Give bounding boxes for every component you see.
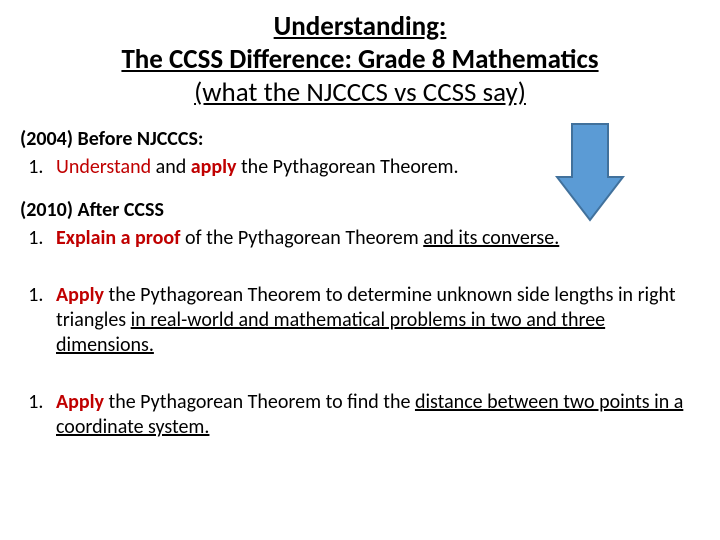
after-item-3-mid: the Pythagorean Theorem to find the (109, 390, 415, 414)
after-item-1-u: and its converse. (423, 226, 559, 250)
before-item-1-rest: the Pythagorean Theorem. (241, 155, 459, 179)
after-item-3-bold: Apply (56, 390, 109, 414)
slide-content: Understanding: The CCSS Difference: Grad… (0, 0, 720, 478)
after-item-1: Explain a proof of the Pythagorean Theor… (48, 226, 700, 251)
title-line-1: Understanding: (20, 10, 700, 43)
after-item-1-bold: Explain a proof (56, 226, 185, 250)
after-item-2: Apply the Pythagorean Theorem to determi… (48, 283, 700, 358)
title-line-3: (what the NJCCCS vs CCSS say) (20, 76, 700, 109)
after-list-2: Apply the Pythagorean Theorem to determi… (20, 283, 700, 358)
after-item-3: Apply the Pythagorean Theorem to find th… (48, 390, 700, 440)
down-arrow-shape (557, 124, 623, 220)
after-list-1: Explain a proof of the Pythagorean Theor… (20, 226, 700, 251)
after-item-2-bold: Apply (56, 283, 109, 307)
spacer-2 (20, 376, 700, 390)
before-item-1-and: and (156, 155, 191, 179)
title-line-2: The CCSS Difference: Grade 8 Mathematics (20, 43, 700, 76)
before-item-1-understand: Understand (56, 155, 156, 179)
down-arrow-icon (555, 122, 625, 222)
spacer-1 (20, 269, 700, 283)
after-item-2-u: in real-world and mathematical problems … (56, 308, 605, 357)
before-item-1-apply: apply (191, 155, 241, 179)
after-item-1-mid: of the Pythagorean Theorem (185, 226, 423, 250)
after-list-3: Apply the Pythagorean Theorem to find th… (20, 390, 700, 440)
title-block: Understanding: The CCSS Difference: Grad… (20, 10, 700, 109)
